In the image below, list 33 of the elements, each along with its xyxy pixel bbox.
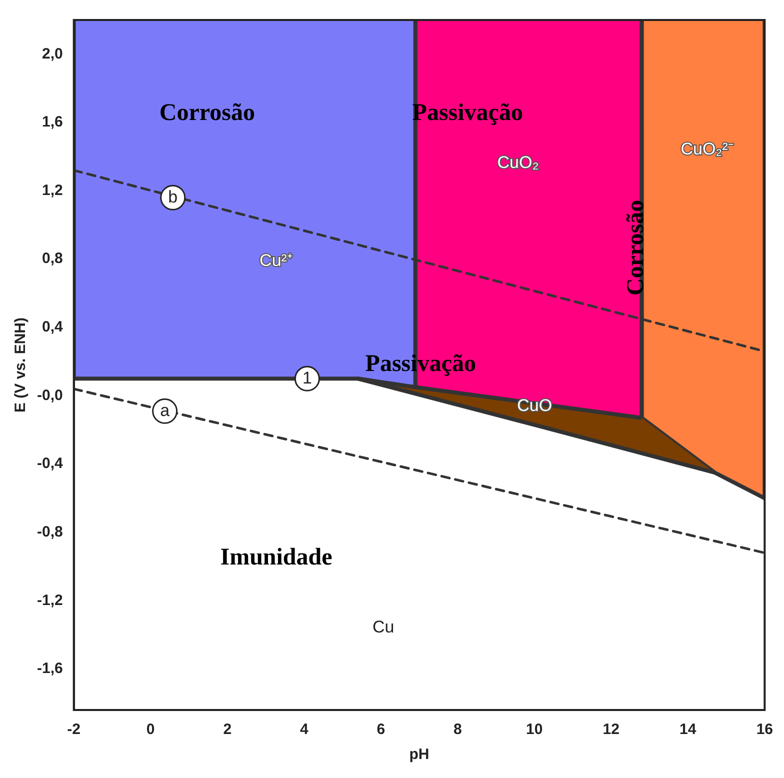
y-axis-title: E (V vs. ENH): [12, 317, 30, 413]
annotation: Cu²⁺: [260, 251, 293, 270]
annotation: CuO₂²⁻: [680, 139, 734, 158]
x-tick-label: 2: [223, 721, 232, 738]
annotation: Cu: [372, 618, 394, 637]
x-tick-label: 8: [453, 721, 462, 738]
x-tick-label: 16: [756, 721, 773, 738]
y-tick-label: -0,8: [36, 524, 63, 541]
x-tick-label: 6: [376, 721, 386, 738]
annotation: CuO₂: [497, 153, 539, 172]
annotation: CuO: [517, 396, 552, 416]
y-tick-label: -0,0: [36, 386, 63, 404]
x-tick-label: 14: [680, 721, 697, 738]
annotation: 1: [302, 368, 312, 388]
y-tick-label: 0,8: [42, 250, 63, 268]
y-tick-label: 1,6: [42, 114, 63, 131]
x-tick-label: 0: [146, 721, 155, 738]
x-tick-label: 10: [526, 721, 543, 738]
annotation: a: [160, 400, 170, 420]
annotation: Corrosão: [623, 200, 650, 296]
x-tick-label: 4: [300, 721, 309, 738]
annotation: b: [168, 187, 178, 206]
y-tick-label: 2,0: [42, 45, 63, 62]
y-tick-label: 0,4: [42, 318, 64, 336]
x-axis-title: pH: [409, 746, 430, 764]
x-tick-label: -2: [67, 721, 81, 738]
x-tick-label: 12: [602, 721, 620, 738]
y-tick-label: -1,2: [36, 592, 63, 609]
y-tick-label: -1,6: [36, 660, 63, 678]
annotation: Imunidade: [220, 544, 333, 570]
y-tick-label: -0,4: [36, 455, 64, 472]
annotation: Corrosão: [159, 100, 255, 126]
y-tick-label: 1,2: [42, 182, 63, 199]
